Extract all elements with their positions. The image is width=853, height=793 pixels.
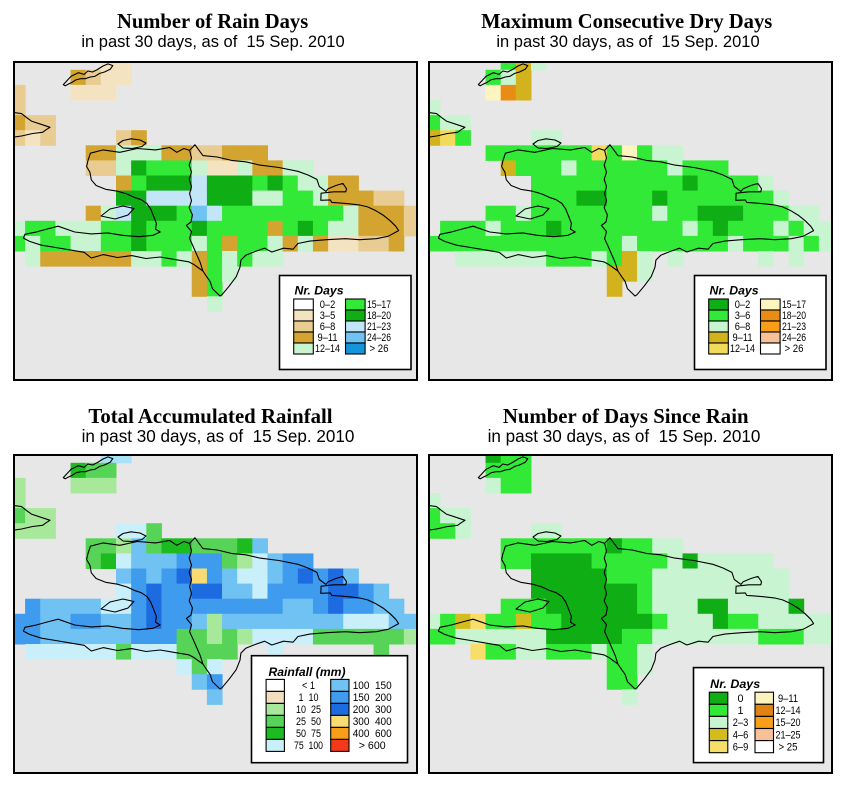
svg-text:> 600: > 600: [359, 740, 386, 752]
svg-text:15–17: 15–17: [367, 299, 391, 311]
svg-text:15–20: 15–20: [776, 717, 801, 729]
svg-text:1 10: 1 10: [299, 692, 319, 704]
svg-text:> 26: > 26: [785, 343, 804, 355]
svg-text:3–6: 3–6: [735, 310, 751, 322]
svg-text:21–25: 21–25: [776, 729, 801, 741]
svg-text:6–8: 6–8: [320, 321, 336, 333]
svg-text:18–20: 18–20: [367, 310, 391, 322]
svg-text:200 300: 200 300: [353, 704, 392, 716]
svg-text:Rainfall (mm): Rainfall (mm): [269, 665, 346, 679]
svg-text:15–17: 15–17: [782, 299, 806, 311]
svg-text:Nr. Days: Nr. Days: [710, 284, 760, 297]
svg-text:0–2: 0–2: [735, 299, 751, 311]
svg-text:75 100: 75 100: [294, 740, 323, 752]
svg-text:< 1: < 1: [302, 680, 315, 692]
svg-text:21–23: 21–23: [367, 321, 391, 333]
svg-text:10 25: 10 25: [296, 704, 321, 716]
svg-text:6–9: 6–9: [733, 741, 749, 753]
svg-text:12–14: 12–14: [730, 343, 755, 355]
svg-text:> 25: > 25: [779, 741, 798, 753]
svg-text:100 150: 100 150: [353, 680, 392, 692]
svg-text:300 400: 300 400: [353, 716, 392, 728]
svg-text:1: 1: [738, 705, 744, 717]
svg-text:24–26: 24–26: [782, 332, 806, 344]
svg-text:Nr. Days: Nr. Days: [295, 284, 345, 297]
svg-text:2–3: 2–3: [733, 717, 749, 729]
svg-text:0: 0: [738, 693, 744, 705]
svg-text:9–11: 9–11: [733, 332, 753, 344]
svg-text:0–2: 0–2: [320, 299, 336, 311]
svg-text:50 75: 50 75: [296, 728, 321, 740]
svg-text:6–8: 6–8: [735, 321, 751, 333]
svg-text:9–11: 9–11: [778, 693, 798, 705]
svg-text:Nr. Days: Nr. Days: [710, 678, 761, 691]
svg-text:24–26: 24–26: [367, 332, 391, 344]
svg-text:9–11: 9–11: [318, 332, 338, 344]
svg-text:400 600: 400 600: [353, 728, 392, 740]
svg-text:25 50: 25 50: [296, 716, 321, 728]
svg-text:3–5: 3–5: [320, 310, 336, 322]
svg-text:150 200: 150 200: [353, 692, 392, 704]
svg-text:4–6: 4–6: [733, 729, 749, 741]
svg-text:18–20: 18–20: [782, 310, 806, 322]
svg-text:> 26: > 26: [370, 343, 389, 355]
svg-text:12–14: 12–14: [776, 705, 801, 717]
svg-text:21–23: 21–23: [782, 321, 806, 333]
svg-text:12–14: 12–14: [315, 343, 340, 355]
